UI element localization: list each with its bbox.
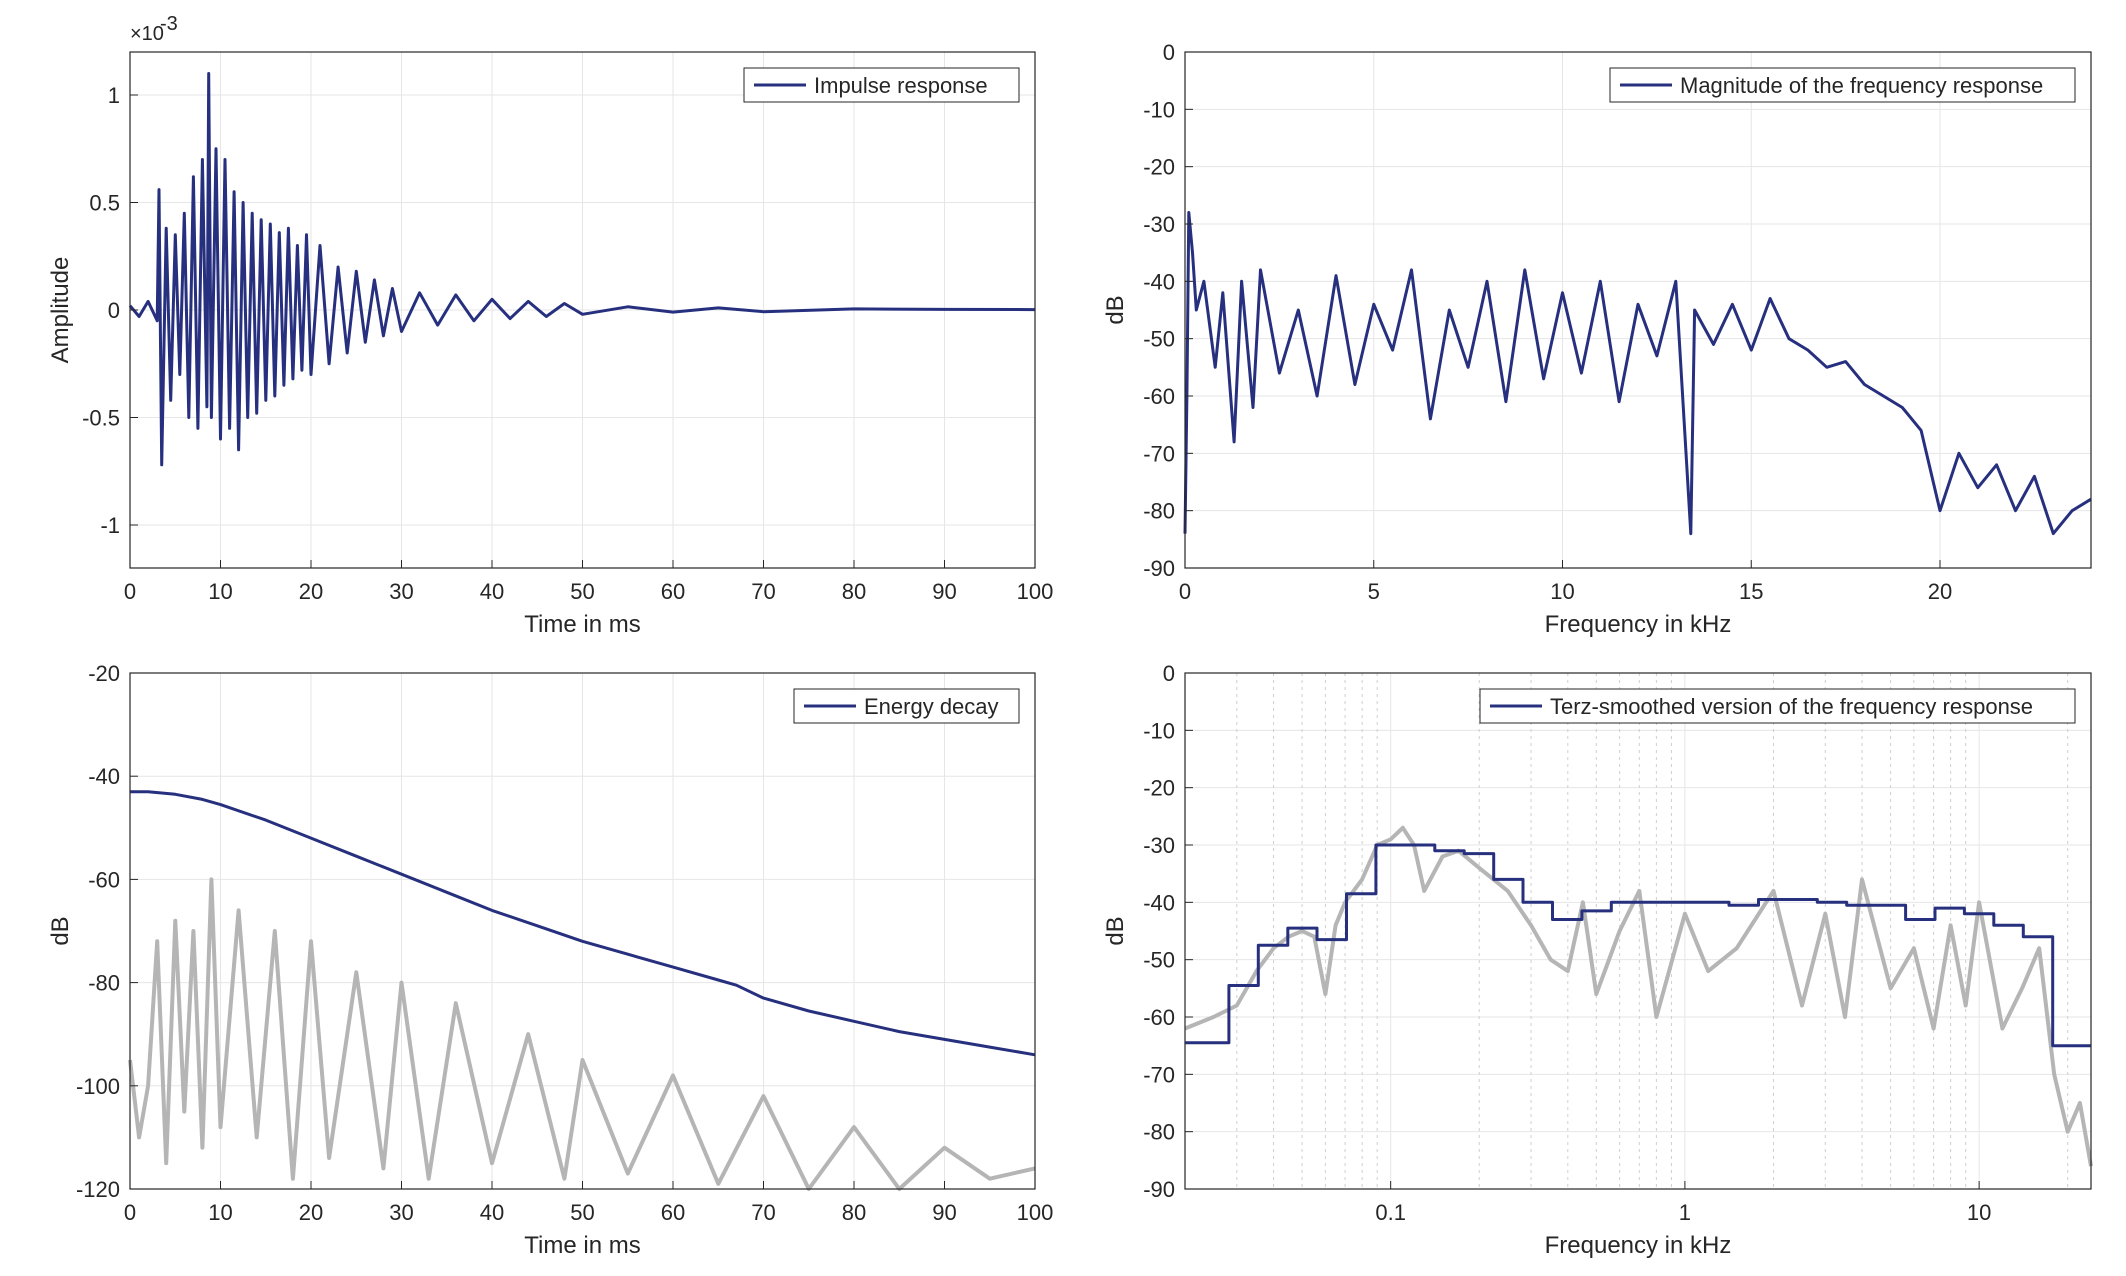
plot-area [1185, 673, 2091, 1189]
x-tick-label: 20 [1928, 579, 1952, 604]
legend-label: Impulse response [814, 73, 988, 98]
x-axis-label: Frequency in kHz [1545, 1232, 1732, 1259]
x-tick-label: 15 [1739, 579, 1763, 604]
x-tick-label: 90 [932, 579, 956, 604]
x-tick-label: 0 [124, 579, 136, 604]
x-tick-label: 10 [208, 579, 232, 604]
legend-box [1479, 688, 2076, 724]
y-tick-label: -40 [1143, 269, 1175, 294]
x-axis-label: Frequency in kHz [1545, 611, 1732, 638]
y-tick-label: 0 [1163, 661, 1175, 686]
axes-box [1184, 672, 2092, 1190]
x-tick-label: 0.1 [1375, 1200, 1406, 1225]
y-tick-label: -60 [1143, 1005, 1175, 1030]
y-tick-label: -20 [88, 661, 120, 686]
x-tick-label: 20 [299, 579, 323, 604]
y-axis-label: dB [1102, 295, 1129, 324]
y-tick-label: -120 [76, 1177, 120, 1202]
y-tick-label: -80 [1143, 499, 1175, 524]
x-tick-label: 1 [1679, 1200, 1691, 1225]
x-tick-label: 80 [842, 1200, 866, 1225]
background-trace-line [128, 877, 1036, 1191]
legend-label: Terz-smoothed version of the frequency r… [1550, 694, 2033, 719]
y-tick-label: -90 [1143, 1177, 1175, 1202]
x-tick-label: 100 [1017, 1200, 1054, 1225]
y-tick-label: -0.5 [82, 406, 120, 431]
panel-2: 0 5 10 15 20 0 -10 -20 -30 -40 -50 -60 -70 -80 -90 Freq… [1102, 40, 2092, 638]
x-tick-label: 0 [1179, 579, 1191, 604]
legend: Terz-smoothed version of the frequency r… [1479, 688, 2076, 724]
x-tick-label: 50 [570, 1200, 594, 1225]
x-tick-label: 30 [389, 1200, 413, 1225]
series-line [128, 72, 1036, 467]
y-tick-label: -70 [1143, 1062, 1175, 1087]
x-tick-label: 10 [1967, 1200, 1991, 1225]
x-tick-label: 5 [1368, 579, 1380, 604]
x-tick-label: 40 [480, 1200, 504, 1225]
axes-box [1184, 51, 2092, 569]
legend-label: Magnitude of the frequency response [1680, 73, 2043, 98]
x-tick-label: 10 [1550, 579, 1574, 604]
y-axis-label: dB [47, 916, 74, 945]
x-tick-label: 70 [751, 579, 775, 604]
x-tick-label: 100 [1017, 579, 1054, 604]
x-tick-label: 90 [932, 1200, 956, 1225]
legend: Energy decay [793, 688, 1020, 724]
y-tick-label: -30 [1143, 212, 1175, 237]
y-tick-label: -50 [1143, 327, 1175, 352]
y-tick-label: -70 [1143, 441, 1175, 466]
y-axis-label: Amplitude [47, 257, 74, 364]
y-tick-label: 0 [1163, 40, 1175, 65]
y-tick-label: -10 [1143, 97, 1175, 122]
x-tick-label: 60 [661, 1200, 685, 1225]
y-tick-label: -90 [1143, 556, 1175, 581]
y-tick-label: -50 [1143, 948, 1175, 973]
y-tick-label: -60 [1143, 384, 1175, 409]
panel-1: 0 10 20 30 40 50 60 70 80 90 100 -1 -0.5 0 0.5 1 Time in… [47, 13, 1053, 638]
legend: Impulse response [743, 67, 1020, 103]
y-tick-label: -20 [1143, 155, 1175, 180]
y-tick-label: 0.5 [89, 191, 120, 216]
x-tick-label: 70 [751, 1200, 775, 1225]
legend-box [1609, 67, 2076, 103]
x-tick-label: 0 [124, 1200, 136, 1225]
x-tick-label: 10 [208, 1200, 232, 1225]
x-axis-label: Time in ms [524, 1232, 640, 1259]
series-line [1183, 211, 2092, 536]
x-tick-label: 50 [570, 579, 594, 604]
y-tick-label: 1 [108, 83, 120, 108]
legend-label: Energy decay [864, 694, 999, 719]
y-tick-label: -80 [1143, 1120, 1175, 1145]
x-tick-label: 20 [299, 1200, 323, 1225]
x-tick-label: 30 [389, 579, 413, 604]
y-tick-label: -80 [88, 971, 120, 996]
series-line [130, 790, 1036, 1057]
legend: Magnitude of the frequency response [1609, 67, 2076, 103]
x-tick-label: 40 [480, 579, 504, 604]
exponent-power: -3 [160, 13, 178, 35]
y-tick-label: -30 [1143, 833, 1175, 858]
x-tick-label: 60 [661, 579, 685, 604]
x-axis-label: Time in ms [524, 611, 640, 638]
y-tick-label: 0 [108, 298, 120, 323]
y-tick-label: -1 [100, 513, 120, 538]
y-tick-label: -10 [1143, 718, 1175, 743]
y-axis-label: dB [1102, 916, 1129, 945]
y-tick-label: -60 [88, 867, 120, 892]
y-tick-label: -40 [88, 764, 120, 789]
series-line [1185, 843, 2091, 1048]
y-tick-label: -40 [1143, 890, 1175, 915]
panel-4: 0.1 1 10 0 -10 -20 -30 -40 -50 -60 -70 -80 -90 Freque… [1102, 661, 2093, 1259]
x-tick-label: 80 [842, 579, 866, 604]
panel-3: 0 10 20 30 40 50 60 70 80 90 100 -20 -40 -60 -80 -100 -1… [47, 661, 1053, 1259]
background-trace-line [1184, 825, 2093, 1167]
exponent-label: ×10 [130, 23, 164, 45]
y-tick-label: -20 [1143, 776, 1175, 801]
y-tick-label: -100 [76, 1074, 120, 1099]
